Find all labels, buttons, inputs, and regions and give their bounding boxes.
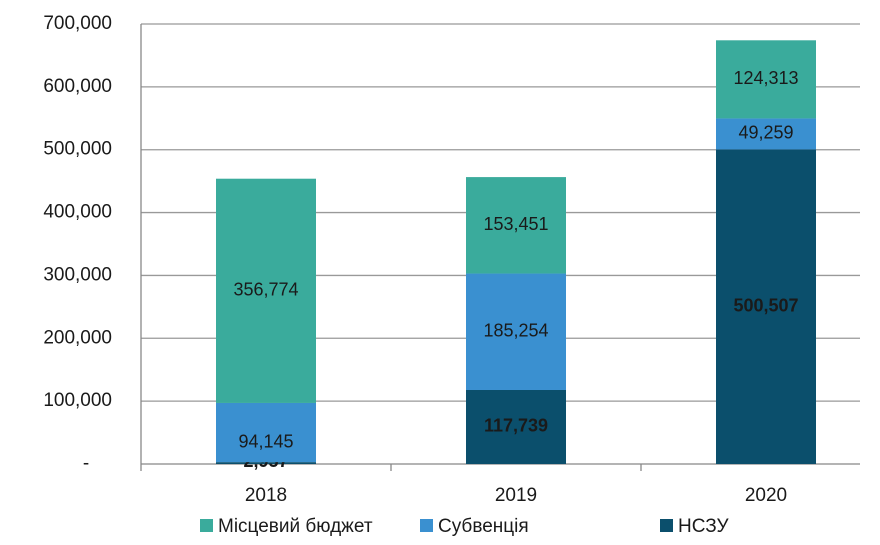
data-label: 117,739 [484, 416, 548, 436]
x-tick-label: 2020 [745, 485, 787, 506]
bar-segment [466, 177, 566, 274]
bar-segment [716, 40, 816, 119]
legend-swatch [200, 519, 213, 532]
bar-segment [216, 402, 316, 463]
bar-segment [216, 178, 316, 403]
data-label: 153,451 [483, 214, 548, 234]
y-tick-label: 400,000 [43, 202, 112, 223]
data-label: 124,313 [733, 68, 798, 88]
bar-segment [216, 462, 316, 464]
x-tick-label: 2018 [245, 485, 287, 506]
data-label: 94,145 [238, 431, 293, 451]
data-label: 500,507 [733, 295, 798, 315]
y-tick-label: 600,000 [43, 76, 112, 97]
bar-segment [466, 389, 566, 464]
bar-segment [716, 149, 816, 464]
bar-segment [716, 118, 816, 150]
bar-segment [466, 273, 566, 390]
data-label: 49,259 [738, 123, 793, 143]
y-tick-label: 700,000 [43, 13, 112, 34]
data-label: 185,254 [483, 321, 548, 341]
y-tick-label: 500,000 [43, 139, 112, 160]
legend-swatch [660, 519, 673, 532]
y-tick-label: 100,000 [43, 390, 112, 411]
y-tick-label: 300,000 [43, 264, 112, 285]
legend-label: Місцевий бюджет [218, 516, 373, 537]
legend-label: Субвенція [438, 516, 529, 537]
x-tick-label: 2019 [495, 485, 537, 506]
y-tick-label: - [83, 453, 89, 474]
data-label: 356,774 [233, 280, 298, 300]
y-tick-label: 200,000 [43, 327, 112, 348]
legend-label: НСЗУ [678, 516, 729, 537]
legend-swatch [420, 519, 433, 532]
